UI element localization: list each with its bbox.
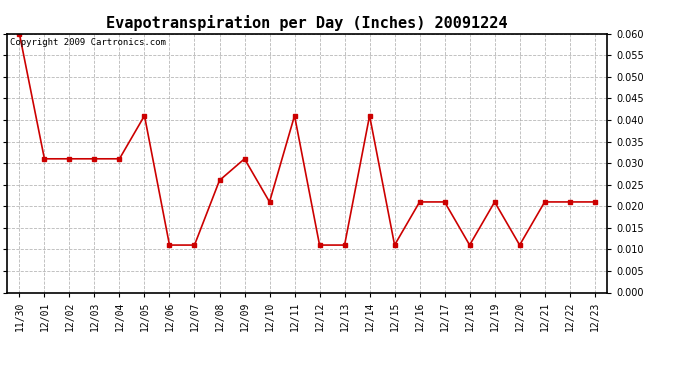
Text: Copyright 2009 Cartronics.com: Copyright 2009 Cartronics.com	[10, 38, 166, 46]
Title: Evapotranspiration per Day (Inches) 20091224: Evapotranspiration per Day (Inches) 2009…	[106, 15, 508, 31]
